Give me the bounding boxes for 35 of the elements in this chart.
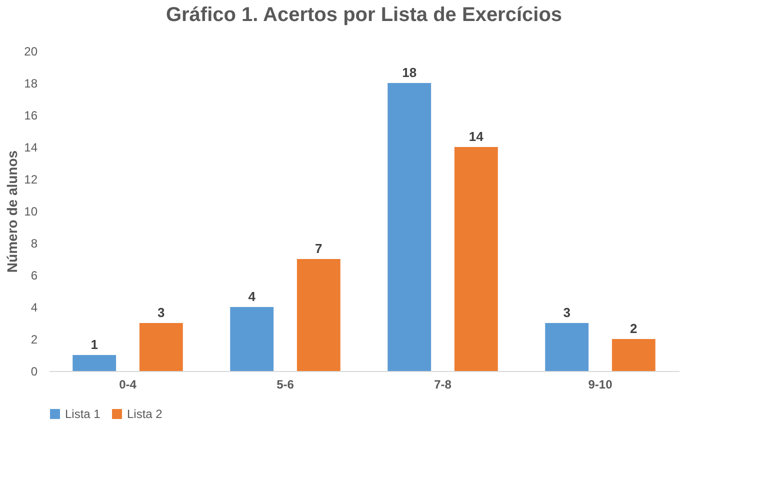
y-tick-label: 2 [30, 332, 38, 346]
bar [296, 259, 340, 371]
x-tick-label: 5-6 [276, 378, 294, 392]
data-label: 2 [630, 321, 638, 336]
bar [612, 339, 656, 371]
data-label: 7 [315, 241, 322, 256]
y-tick-label: 0 [30, 364, 38, 378]
bar [72, 355, 116, 371]
y-tick-label: 10 [24, 204, 38, 218]
y-tick-label: 8 [30, 236, 38, 250]
bar [388, 83, 432, 371]
data-label: 4 [248, 289, 256, 304]
y-tick-label: 4 [30, 300, 38, 314]
y-tick-label: 14 [24, 140, 38, 154]
data-label: 14 [468, 129, 484, 144]
y-tick-label: 12 [24, 172, 38, 186]
legend-label: Lista 1 [65, 407, 101, 421]
y-axis-title: Número de alunos [4, 150, 20, 273]
bar [454, 147, 498, 371]
legend-label: Lista 2 [127, 407, 163, 421]
x-tick-label: 9-10 [588, 378, 613, 392]
data-label: 18 [402, 65, 417, 80]
y-tick-label: 6 [30, 268, 38, 282]
data-label: 1 [90, 337, 98, 352]
chart-title: Gráfico 1. Acertos por Lista de Exercícios [166, 4, 562, 26]
y-tick-label: 16 [24, 108, 38, 122]
data-label: 3 [563, 305, 570, 320]
data-label: 3 [158, 305, 165, 320]
bar [139, 323, 183, 371]
y-tick-label: 20 [24, 44, 38, 58]
x-tick-label: 7-8 [434, 378, 452, 392]
x-tick-label: 0-4 [119, 378, 137, 392]
bar [545, 323, 589, 371]
y-tick-label: 18 [24, 76, 38, 90]
bar [230, 307, 274, 371]
